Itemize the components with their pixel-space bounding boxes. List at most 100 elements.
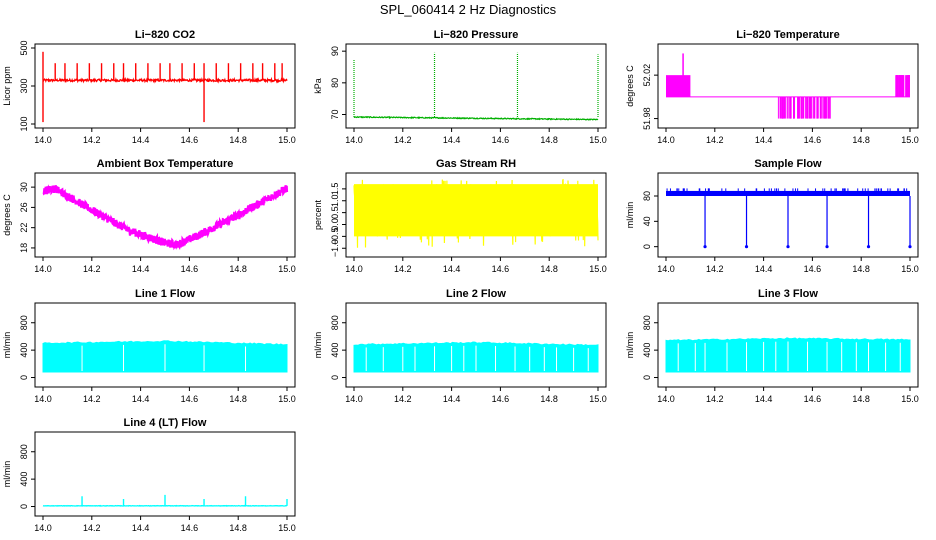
y-axis-label: Licor ppm [2, 66, 12, 106]
y-tick-label: 0.0 [330, 218, 340, 231]
y-tick-label: 70 [330, 109, 340, 119]
chart-panel-5: Gas Stream RH percent 14.0 14.2 14.4 14.6 14.8… [313, 158, 607, 274]
plot-frame [345, 43, 607, 129]
x-tick-label: 14.2 [83, 264, 101, 274]
plot-frame [34, 172, 296, 258]
y-tick-label: 0 [642, 244, 652, 249]
x-tick-label: 14.6 [181, 394, 199, 404]
x-tick-label: 14.4 [132, 523, 150, 533]
x-tick-label: 14.2 [706, 135, 724, 145]
x-tick-label: 14.8 [540, 394, 558, 404]
x-tick-label: 15.0 [278, 394, 296, 404]
x-tick-label: 14.4 [755, 394, 773, 404]
chart-title: Line 4 (LT) Flow [124, 417, 207, 429]
y-tick-label: −0.5 [330, 227, 340, 245]
data-band [666, 190, 910, 196]
chart-title: Li−820 Pressure [434, 29, 519, 41]
chart-panel-7: Line 1 Flow ml/min 14.0 14.2 14.4 14.6 14.8 15.… [2, 288, 296, 404]
y-tick-label: 800 [642, 315, 652, 330]
x-tick-label: 14.0 [657, 394, 675, 404]
x-tick-label: 14.8 [229, 394, 247, 404]
data-dip-point [744, 245, 749, 249]
y-axis-label: percent [313, 199, 323, 230]
chart-panel-3: Li−820 Temperature degrees C 14.0 14.2 14.4 1… [625, 29, 919, 145]
chart-title: Line 1 Flow [135, 288, 195, 300]
y-tick-label: 100 [19, 116, 29, 131]
data-dip-point [825, 245, 829, 249]
y-tick-label: 0 [19, 375, 29, 380]
y-axis-label: ml/min [625, 202, 635, 229]
x-tick-label: 14.2 [83, 394, 101, 404]
chart-panel-6: Sample Flow ml/min 14.0 14.2 14.4 14.6 14.8 15.… [625, 158, 919, 274]
series-line [42, 184, 289, 251]
y-axis-label: degrees C [2, 194, 12, 236]
data-dip-point [908, 245, 912, 249]
data-block [666, 75, 691, 97]
x-tick-label: 14.0 [345, 394, 363, 404]
plot-frame [657, 172, 919, 258]
x-tick-label: 15.0 [589, 394, 607, 404]
x-tick-label: 14.8 [852, 394, 870, 404]
x-tick-label: 15.0 [278, 264, 296, 274]
plot-frame [34, 431, 296, 517]
y-tick-label: 1.5 [330, 183, 340, 196]
plot-frame [657, 302, 919, 388]
data-dip-point [786, 245, 790, 249]
y-tick-label: 1.0 [330, 194, 340, 207]
y-tick-label: 52.02 [642, 64, 652, 87]
y-tick-label: 0 [19, 504, 29, 509]
x-tick-label: 14.8 [229, 523, 247, 533]
chart-panel-1: Li−820 CO2 Licor ppm 14.0 14.2 14.4 14.6 14.8 1… [2, 29, 296, 145]
data-dip-point [703, 245, 707, 249]
plot-frame [345, 172, 607, 258]
x-tick-label: 15.0 [901, 135, 919, 145]
y-axis-label: kPa [313, 78, 323, 94]
x-tick-label: 14.6 [181, 135, 199, 145]
x-tick-label: 15.0 [278, 523, 296, 533]
y-tick-label: −1.0 [330, 239, 340, 257]
series-line [353, 115, 599, 121]
x-tick-label: 14.4 [755, 135, 773, 145]
data-dip-point [866, 245, 871, 249]
series-line [42, 76, 288, 84]
x-tick-label: 14.4 [443, 394, 461, 404]
y-tick-label: 800 [330, 315, 340, 330]
chart-title: Li−820 Temperature [736, 29, 839, 41]
x-tick-label: 14.2 [394, 135, 412, 145]
plot-frame [34, 302, 296, 388]
y-tick-label: 800 [19, 315, 29, 330]
x-tick-label: 14.8 [852, 135, 870, 145]
y-tick-label: 30 [19, 182, 29, 192]
page-title: SPL_060414 2 Hz Diagnostics [379, 2, 557, 17]
x-tick-label: 14.0 [34, 394, 52, 404]
x-tick-label: 14.6 [181, 523, 199, 533]
x-tick-label: 15.0 [278, 135, 296, 145]
y-tick-label: 800 [19, 444, 29, 459]
y-tick-label: 40 [642, 216, 652, 226]
chart-title: Ambient Box Temperature [97, 158, 234, 170]
chart-title: Line 3 Flow [758, 288, 818, 300]
x-tick-label: 14.2 [83, 523, 101, 533]
x-tick-label: 14.0 [34, 135, 52, 145]
x-tick-label: 14.4 [132, 394, 150, 404]
plot-frame [657, 43, 919, 129]
x-tick-label: 14.8 [852, 264, 870, 274]
x-tick-label: 14.6 [492, 394, 510, 404]
y-tick-label: 400 [330, 343, 340, 358]
y-tick-label: 0 [330, 375, 340, 380]
x-tick-label: 14.8 [540, 135, 558, 145]
x-tick-label: 14.0 [657, 135, 675, 145]
y-tick-label: 22 [19, 223, 29, 233]
x-tick-label: 15.0 [589, 135, 607, 145]
x-tick-label: 14.6 [804, 394, 822, 404]
x-tick-label: 14.6 [804, 135, 822, 145]
chart-panel-10: Line 4 (LT) Flow ml/min 14.0 14.2 14.4 14.6 14… [2, 417, 296, 533]
x-tick-label: 14.8 [540, 264, 558, 274]
chart-panel-4: Ambient Box Temperature degrees C 14.0 14.2… [2, 158, 296, 274]
x-tick-label: 14.0 [657, 264, 675, 274]
x-tick-label: 14.6 [492, 135, 510, 145]
y-tick-label: 400 [642, 343, 652, 358]
y-tick-label: 400 [19, 472, 29, 487]
y-tick-label: 0 [642, 375, 652, 380]
